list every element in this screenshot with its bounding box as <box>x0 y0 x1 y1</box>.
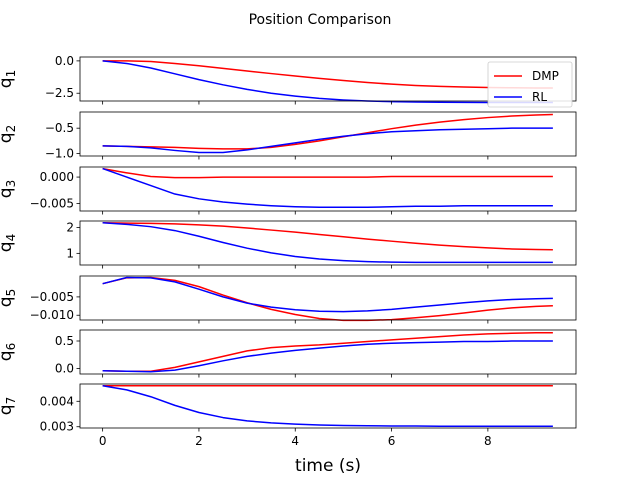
y-tick-label: −0.005 <box>30 197 74 211</box>
axes-frame <box>79 275 577 321</box>
axes-frame <box>79 166 577 212</box>
y-tick-label: −0.5 <box>45 121 74 135</box>
y-tick-label: 0.0 <box>55 54 74 68</box>
axes-frame <box>79 329 577 375</box>
series-line-dmp-q6 <box>102 332 553 372</box>
y-tick-label: −2.5 <box>45 86 74 100</box>
series-line-rl-q4 <box>102 222 553 264</box>
series-line-rl-q5 <box>102 276 553 313</box>
series-line-dmp-q3 <box>102 167 553 179</box>
series-line-dmp-q2 <box>102 113 553 150</box>
subplot-stack: 0.0 −2.5 q1 DMP RL −0.5 −1.0 q2 0.000 −0.005 q3 2 1 q… <box>0 54 577 448</box>
x-axis-label: time (s) <box>295 456 361 476</box>
y-axis-label: q2 <box>0 125 18 143</box>
axes-frame <box>79 111 577 157</box>
subplot-6: 0.5 0.0 q6 <box>0 329 577 378</box>
legend-label-rl: RL <box>532 90 547 104</box>
legend-label-dmp: DMP <box>532 69 559 83</box>
y-axis-label: q4 <box>0 234 18 252</box>
x-tick-label: 0 <box>99 434 107 448</box>
figure-title: Position Comparison <box>249 12 392 28</box>
axes-frame <box>79 56 577 102</box>
series-line-rl-q1 <box>102 60 553 104</box>
axes-frame <box>79 383 577 429</box>
y-axis-label: q3 <box>0 180 18 198</box>
y-tick-label: 0.5 <box>55 334 74 348</box>
series-line-rl-q3 <box>102 167 553 209</box>
series-line-dmp-q1 <box>102 60 553 89</box>
y-axis-label: q1 <box>0 70 18 88</box>
x-tick-label: 8 <box>484 434 492 448</box>
subplot-3: 0.000 −0.005 q3 <box>0 166 577 215</box>
series-line-dmp-q4 <box>102 222 553 251</box>
series-line-rl-q2 <box>102 127 553 154</box>
y-axis-label: q6 <box>0 343 18 361</box>
y-tick-label: −0.005 <box>30 290 74 304</box>
y-tick-label: −1.0 <box>45 146 74 160</box>
y-tick-label: 1 <box>66 246 74 260</box>
y-tick-label: 2 <box>66 220 74 234</box>
y-axis-label: q5 <box>0 289 18 307</box>
subplot-4: 2 1 q4 <box>0 220 577 269</box>
series-line-rl-q7 <box>102 385 553 427</box>
y-tick-label: 0.003 <box>40 420 74 434</box>
y-tick-label: −0.010 <box>30 308 74 322</box>
subplot-2: −0.5 −1.0 q2 <box>0 111 577 160</box>
x-tick-label: 2 <box>195 434 203 448</box>
x-tick-label: 4 <box>291 434 299 448</box>
subplot-1: 0.0 −2.5 q1 DMP RL <box>0 54 577 108</box>
x-tick-label: 6 <box>388 434 396 448</box>
subplot-7: 0.004 0.003 q7 0 2 4 6 8 <box>0 383 577 448</box>
y-tick-label: 0.0 <box>55 362 74 376</box>
legend-box <box>487 61 573 108</box>
series-line-dmp-q5 <box>102 276 553 322</box>
y-axis-label: q7 <box>0 397 18 415</box>
legend: DMP RL <box>487 61 573 108</box>
y-tick-label: 0.004 <box>40 394 74 408</box>
series-line-rl-q6 <box>102 340 553 373</box>
axes-frame <box>79 220 577 266</box>
y-tick-label: 0.000 <box>40 170 74 184</box>
subplot-5: −0.005 −0.010 q5 <box>0 275 577 324</box>
